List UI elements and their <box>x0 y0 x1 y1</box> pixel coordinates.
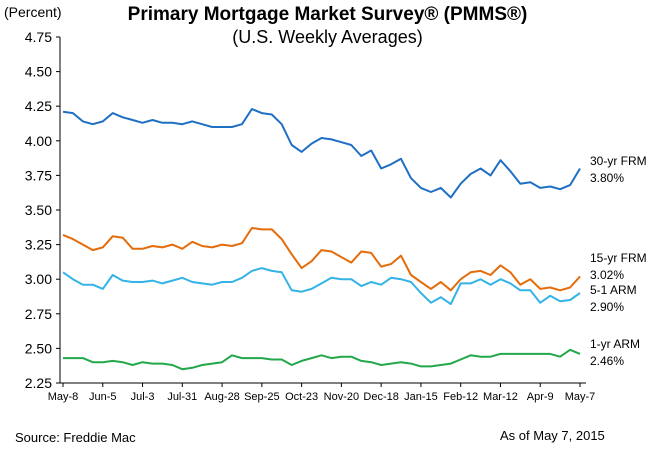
x-tick-label: Oct-23 <box>285 391 318 403</box>
x-tick-label: Jun-5 <box>89 391 117 403</box>
x-tick-label: Sep-25 <box>244 391 279 403</box>
series-label-30-yr-frm: 30-yr FRM <box>590 154 647 168</box>
y-tick-label: 4.50 <box>25 64 52 80</box>
series-value-5-1-arm: 2.90% <box>590 300 624 314</box>
y-tick-label: 3.75 <box>25 167 52 183</box>
source-note: Source: Freddie Mac <box>15 430 136 445</box>
x-tick-label: Jan-15 <box>404 391 438 403</box>
x-tick-label: May-8 <box>48 391 79 403</box>
series-line-30-yr-frm <box>62 108 581 199</box>
y-tick-label: 3.00 <box>25 271 52 287</box>
series-line-15-yr-frm <box>62 227 581 292</box>
series-label-5-1-arm: 5-1 ARM <box>590 283 637 297</box>
y-tick-label: 3.50 <box>25 202 52 218</box>
x-tick-label: Jul-3 <box>131 391 155 403</box>
y-axis-unit-label: (Percent) <box>4 4 62 20</box>
y-tick-label: 4.25 <box>25 98 52 114</box>
x-tick-label: Aug-28 <box>204 391 239 403</box>
x-tick-label: Feb-12 <box>443 391 478 403</box>
x-tick-label: May-7 <box>565 391 596 403</box>
y-tick-label: 2.50 <box>25 340 52 356</box>
series-value-30-yr-frm: 3.80% <box>590 171 624 185</box>
y-tick-label: 3.25 <box>25 237 52 253</box>
series-value-15-yr-frm: 3.02% <box>590 268 624 282</box>
y-tick-label: 4.75 <box>25 29 52 45</box>
series-line-1-yr-arm <box>63 348 581 371</box>
as-of-date: As of May 7, 2015 <box>500 428 605 443</box>
chart-subtitle: (U.S. Weekly Averages) <box>232 27 423 47</box>
x-tick-label: Nov-20 <box>324 391 359 403</box>
y-tick-label: 2.25 <box>25 375 52 391</box>
x-tick-label: Dec-18 <box>363 391 398 403</box>
series-label-1-yr-arm: 1-yr ARM <box>590 337 640 351</box>
series-label-15-yr-frm: 15-yr FRM <box>590 251 647 265</box>
series-value-1-yr-arm: 2.46% <box>590 354 624 368</box>
y-tick-label: 4.00 <box>25 133 52 149</box>
series-line-5-1-arm <box>62 267 581 306</box>
x-tick-label: Mar-12 <box>483 391 518 403</box>
x-tick-label: Apr-9 <box>527 391 554 403</box>
chart-title: Primary Mortgage Market Survey® (PMMS®) <box>127 4 528 25</box>
y-tick-label: 2.75 <box>25 306 52 322</box>
x-tick-label: Jul-31 <box>167 391 197 403</box>
